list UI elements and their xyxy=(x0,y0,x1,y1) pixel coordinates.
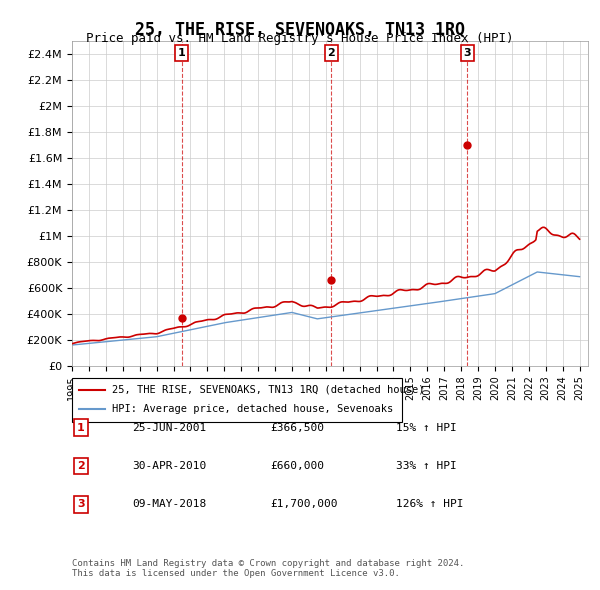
Text: 2: 2 xyxy=(77,461,85,471)
Text: 15% ↑ HPI: 15% ↑ HPI xyxy=(396,423,457,432)
Text: HPI: Average price, detached house, Sevenoaks: HPI: Average price, detached house, Seve… xyxy=(112,405,393,414)
Text: £660,000: £660,000 xyxy=(270,461,324,471)
Text: 30-APR-2010: 30-APR-2010 xyxy=(132,461,206,471)
Text: 1: 1 xyxy=(178,48,185,58)
Text: 33% ↑ HPI: 33% ↑ HPI xyxy=(396,461,457,471)
Text: 1: 1 xyxy=(77,423,85,432)
Text: 09-MAY-2018: 09-MAY-2018 xyxy=(132,500,206,509)
Text: 25, THE RISE, SEVENOAKS, TN13 1RQ (detached house): 25, THE RISE, SEVENOAKS, TN13 1RQ (detac… xyxy=(112,385,424,395)
Text: 3: 3 xyxy=(463,48,471,58)
FancyBboxPatch shape xyxy=(72,378,402,422)
Text: Price paid vs. HM Land Registry's House Price Index (HPI): Price paid vs. HM Land Registry's House … xyxy=(86,32,514,45)
Text: 3: 3 xyxy=(77,500,85,509)
Text: 126% ↑ HPI: 126% ↑ HPI xyxy=(396,500,464,509)
Text: 2: 2 xyxy=(328,48,335,58)
Text: £366,500: £366,500 xyxy=(270,423,324,432)
Text: 25-JUN-2001: 25-JUN-2001 xyxy=(132,423,206,432)
Text: £1,700,000: £1,700,000 xyxy=(270,500,337,509)
Text: Contains HM Land Registry data © Crown copyright and database right 2024.
This d: Contains HM Land Registry data © Crown c… xyxy=(72,559,464,578)
Text: 25, THE RISE, SEVENOAKS, TN13 1RQ: 25, THE RISE, SEVENOAKS, TN13 1RQ xyxy=(135,21,465,39)
